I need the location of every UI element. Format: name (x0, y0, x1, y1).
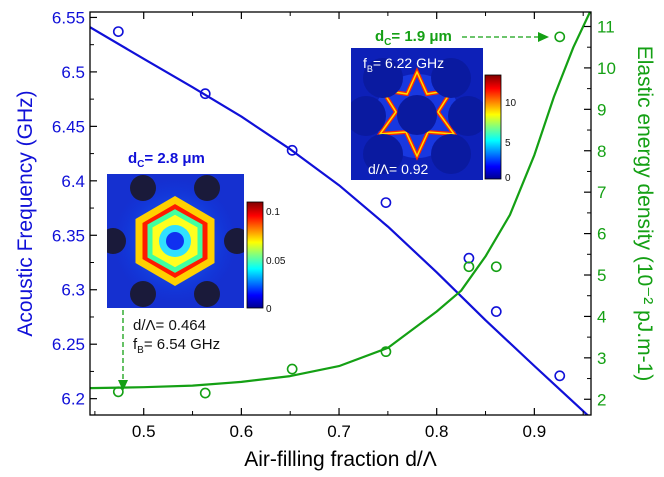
y-right-tick-label: 3 (597, 349, 606, 368)
fit-line-right (90, 12, 591, 390)
inset-large-dc: dC= 2.8 μm (128, 150, 205, 170)
inset-large-colorbar (246, 201, 264, 309)
x-tick-label: 0.5 (132, 422, 156, 441)
axes: 0.5 0.6 0.7 0.8 0.9 6.2 6.25 6.3 6.35 6.4 6.45 6.5 6… (14, 8, 656, 471)
x-tick-label: 0.9 (523, 422, 547, 441)
data-point-left (380, 197, 392, 209)
data-point-left (554, 370, 566, 382)
x-tick-label: 0.8 (425, 422, 449, 441)
inset-small-arrowhead (538, 32, 549, 42)
y-left-tick-label: 6.2 (61, 390, 85, 409)
y-right-tick-label: 5 (597, 266, 606, 285)
y-right-tick-label: 2 (597, 390, 606, 409)
inset-large-cb-tick-bottom: 0 (266, 304, 272, 315)
x-tick-label: 0.7 (327, 422, 351, 441)
data-point-right (286, 363, 298, 375)
data-point-left (199, 88, 211, 100)
y-right-tick-label: 7 (597, 183, 606, 202)
inset-small-field (351, 48, 483, 180)
inset-small-freq: fB= 6.22 GHz (363, 55, 444, 74)
inset-large-freq: fB= 6.54 GHz (133, 336, 220, 356)
data-point-right (490, 261, 502, 273)
y-right-tick-label: 11 (597, 17, 615, 36)
plot-frame (89, 11, 592, 416)
y-right-tick-label: 6 (597, 225, 606, 244)
data-point-right (112, 386, 124, 398)
inset-small-colorbar (484, 74, 502, 180)
data-point-right (199, 387, 211, 399)
data-point-right (554, 31, 566, 43)
y-left-axis-title: Acoustic Frequency (GHz) (14, 90, 37, 336)
inset-small-cb-tick-bottom: 0 (505, 173, 511, 184)
inset-large: 0.1 0.05 0 dC= 2.8 μm d/Λ= 0.464 fB= 6.5… (107, 150, 286, 391)
inset-small-cb-tick-mid: 5 (505, 138, 511, 149)
y-right-tick-label: 8 (597, 142, 606, 161)
fit-line-left (90, 26, 590, 415)
data-points (112, 26, 566, 399)
y-left-tick-label: 6.3 (61, 281, 85, 300)
inset-large-field (107, 174, 244, 308)
y-left-tick-label: 6.5 (61, 63, 85, 82)
inset-small-cb-tick-top: 10 (505, 98, 517, 109)
x-axis-title: Air-filling fraction d/Λ (244, 448, 437, 471)
y-left-tick-label: 6.55 (52, 8, 85, 27)
fit-lines (90, 12, 591, 415)
data-point-right (380, 346, 392, 358)
y-right-tick-label: 4 (597, 307, 606, 326)
inset-large-cb-tick-mid: 0.05 (266, 256, 286, 267)
inset-small-ratio: d/Λ= 0.92 (368, 161, 429, 177)
inset-large-cb-tick-top: 0.1 (266, 207, 280, 218)
y-left-tick-label: 6.25 (52, 335, 85, 354)
y-right-axis-title: Elastic energy density (10⁻² pJ.m-1) (633, 46, 656, 382)
inset-small-dc: dC= 1.9 μm (375, 28, 452, 48)
data-point-left (490, 306, 502, 317)
y-right-tick-label: 10 (597, 59, 616, 78)
y-left-tick-label: 6.35 (52, 226, 85, 245)
data-point-left (112, 26, 124, 38)
inset-large-ratio: d/Λ= 0.464 (133, 317, 206, 334)
data-point-right (463, 261, 475, 273)
inset-large-arrowhead (118, 380, 128, 391)
inset-small: 10 5 0 dC= 1.9 μm fB= 6.22 GHz d/Λ= 0.92 (351, 28, 549, 184)
y-left-tick-label: 6.45 (52, 117, 85, 136)
x-tick-label: 0.6 (230, 422, 254, 441)
y-right-tick-label: 9 (597, 100, 606, 119)
data-point-left (286, 144, 298, 156)
y-left-tick-label: 6.4 (61, 172, 85, 191)
